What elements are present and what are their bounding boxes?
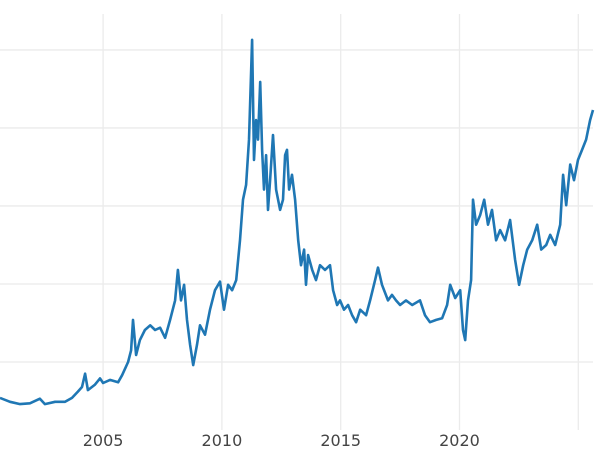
series-group [0, 38, 595, 406]
x-tick-label: 2015 [320, 431, 361, 450]
x-tick-label: 2020 [439, 431, 480, 450]
x-tick-label: 2010 [202, 431, 243, 450]
x-tick-label: 2005 [83, 431, 124, 450]
x-axis-tick-labels: 2005 2010 2015 2020 [83, 431, 480, 450]
vertical-gridlines [102, 14, 579, 430]
series-line [0, 38, 595, 406]
